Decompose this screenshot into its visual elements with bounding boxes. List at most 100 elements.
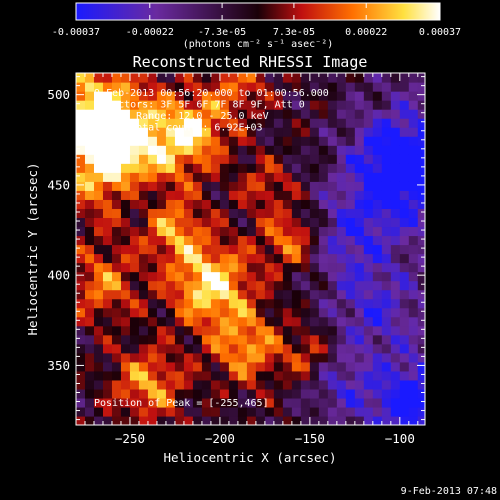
- heatmap-cell: [237, 271, 248, 282]
- heatmap-cell: [201, 181, 212, 191]
- heatmap-cell: [210, 253, 221, 264]
- heatmap-cell: [192, 244, 203, 255]
- heatmap-cell: [264, 289, 275, 300]
- heatmap-cell: [102, 343, 113, 354]
- heatmap-cell: [93, 181, 104, 191]
- heatmap-cell: [93, 316, 104, 327]
- heatmap-cell: [282, 298, 293, 309]
- heatmap-cell: [264, 199, 275, 209]
- heatmap-cell: [237, 325, 248, 336]
- heatmap-cell: [300, 217, 311, 228]
- heatmap-cell: [291, 280, 302, 291]
- heatmap-cell: [309, 334, 320, 345]
- heatmap-cell: [156, 235, 167, 246]
- heatmap-cell: [309, 199, 320, 209]
- heatmap-cell: [174, 100, 185, 110]
- heatmap-cell: [291, 235, 302, 246]
- heatmap-cell: [390, 235, 401, 246]
- heatmap-cell: [255, 244, 266, 255]
- heatmap-cell: [201, 316, 212, 327]
- heatmap-cell: [76, 136, 86, 146]
- heatmap-cell: [120, 253, 131, 264]
- heatmap-cell: [255, 397, 266, 408]
- heatmap-cell: [363, 109, 374, 119]
- heatmap-cell: [138, 145, 149, 155]
- heatmap-cell: [318, 361, 329, 372]
- heatmap-cell: [246, 199, 257, 209]
- heatmap-cell: [381, 415, 392, 425]
- colorbar-gradient: [75, 2, 441, 21]
- heatmap-cell: [417, 145, 425, 155]
- heatmap-cell: [273, 406, 284, 417]
- heatmap-cell: [372, 397, 383, 408]
- heatmap-cell: [174, 289, 185, 300]
- heatmap-cell: [309, 91, 320, 101]
- heatmap-cell: [264, 370, 275, 381]
- heatmap-cell: [354, 190, 365, 200]
- heatmap-cell: [147, 190, 158, 200]
- heatmap-cell: [165, 316, 176, 327]
- heatmap-cell: [183, 334, 194, 345]
- heatmap-cell: [210, 307, 221, 318]
- heatmap-cell: [399, 235, 410, 246]
- heatmap-cell: [336, 217, 347, 228]
- heatmap-cell: [210, 370, 221, 381]
- colorbar-unit-label: (photons cm⁻² s⁻¹ asec⁻²): [183, 39, 334, 50]
- heatmap-cell: [372, 316, 383, 327]
- heatmap-cell: [228, 379, 239, 390]
- heatmap-cell: [165, 172, 176, 182]
- heatmap-cell: [336, 289, 347, 300]
- heatmap-cell: [174, 190, 185, 200]
- heatmap-cell: [84, 154, 95, 164]
- heatmap-cell: [129, 298, 140, 309]
- plot-area: [76, 73, 425, 425]
- heatmap-cell: [282, 316, 293, 327]
- heatmap-cell: [273, 172, 284, 182]
- heatmap-cell: [399, 73, 410, 83]
- heatmap-cell: [192, 370, 203, 381]
- heatmap-cell: [174, 370, 185, 381]
- heatmap-cell: [246, 415, 257, 425]
- image-annotations: 9-Feb-2013 00:56:20.000 to 01:00:56.000D…: [94, 88, 329, 134]
- heatmap-cell: [228, 226, 239, 237]
- heatmap-cell: [309, 271, 320, 282]
- heatmap-cell: [363, 253, 374, 264]
- heatmap-cell: [183, 352, 194, 363]
- heatmap-cell: [381, 145, 392, 155]
- heatmap-cell: [354, 145, 365, 155]
- heatmap-cell: [255, 127, 266, 137]
- heatmap-cell: [282, 415, 293, 425]
- heatmap-cell: [336, 244, 347, 255]
- heatmap-cell: [192, 208, 203, 219]
- heatmap-cell: [390, 136, 401, 146]
- heatmap-cell: [192, 325, 203, 336]
- heatmap-cell: [264, 109, 275, 119]
- heatmap-cell: [291, 217, 302, 228]
- heatmap-cell: [345, 217, 356, 228]
- heatmap-cell: [318, 226, 329, 237]
- heatmap-cell: [372, 370, 383, 381]
- heatmap-cell: [156, 253, 167, 264]
- heatmap-cell: [327, 145, 338, 155]
- heatmap-cell: [84, 136, 95, 146]
- heatmap-cell: [165, 388, 176, 399]
- heatmap-cell: [183, 325, 194, 336]
- heatmap-cell: [76, 406, 86, 417]
- heatmap-cell: [138, 361, 149, 372]
- heatmap-cell: [264, 91, 275, 101]
- heatmap-cell: [255, 145, 266, 155]
- heatmap-cell: [390, 406, 401, 417]
- heatmap-cell: [228, 109, 239, 119]
- heatmap-cell: [237, 163, 248, 173]
- heatmap-cell: [345, 145, 356, 155]
- heatmap-cell: [120, 271, 131, 282]
- heatmap-cell: [300, 361, 311, 372]
- heatmap-cell: [255, 109, 266, 119]
- heatmap-cell: [165, 325, 176, 336]
- heatmap-cell: [318, 91, 329, 101]
- heatmap-cell: [192, 226, 203, 237]
- heatmap-cell: [120, 100, 131, 110]
- heatmap-cell: [336, 262, 347, 273]
- heatmap-cell: [129, 280, 140, 291]
- heatmap-cell: [399, 145, 410, 155]
